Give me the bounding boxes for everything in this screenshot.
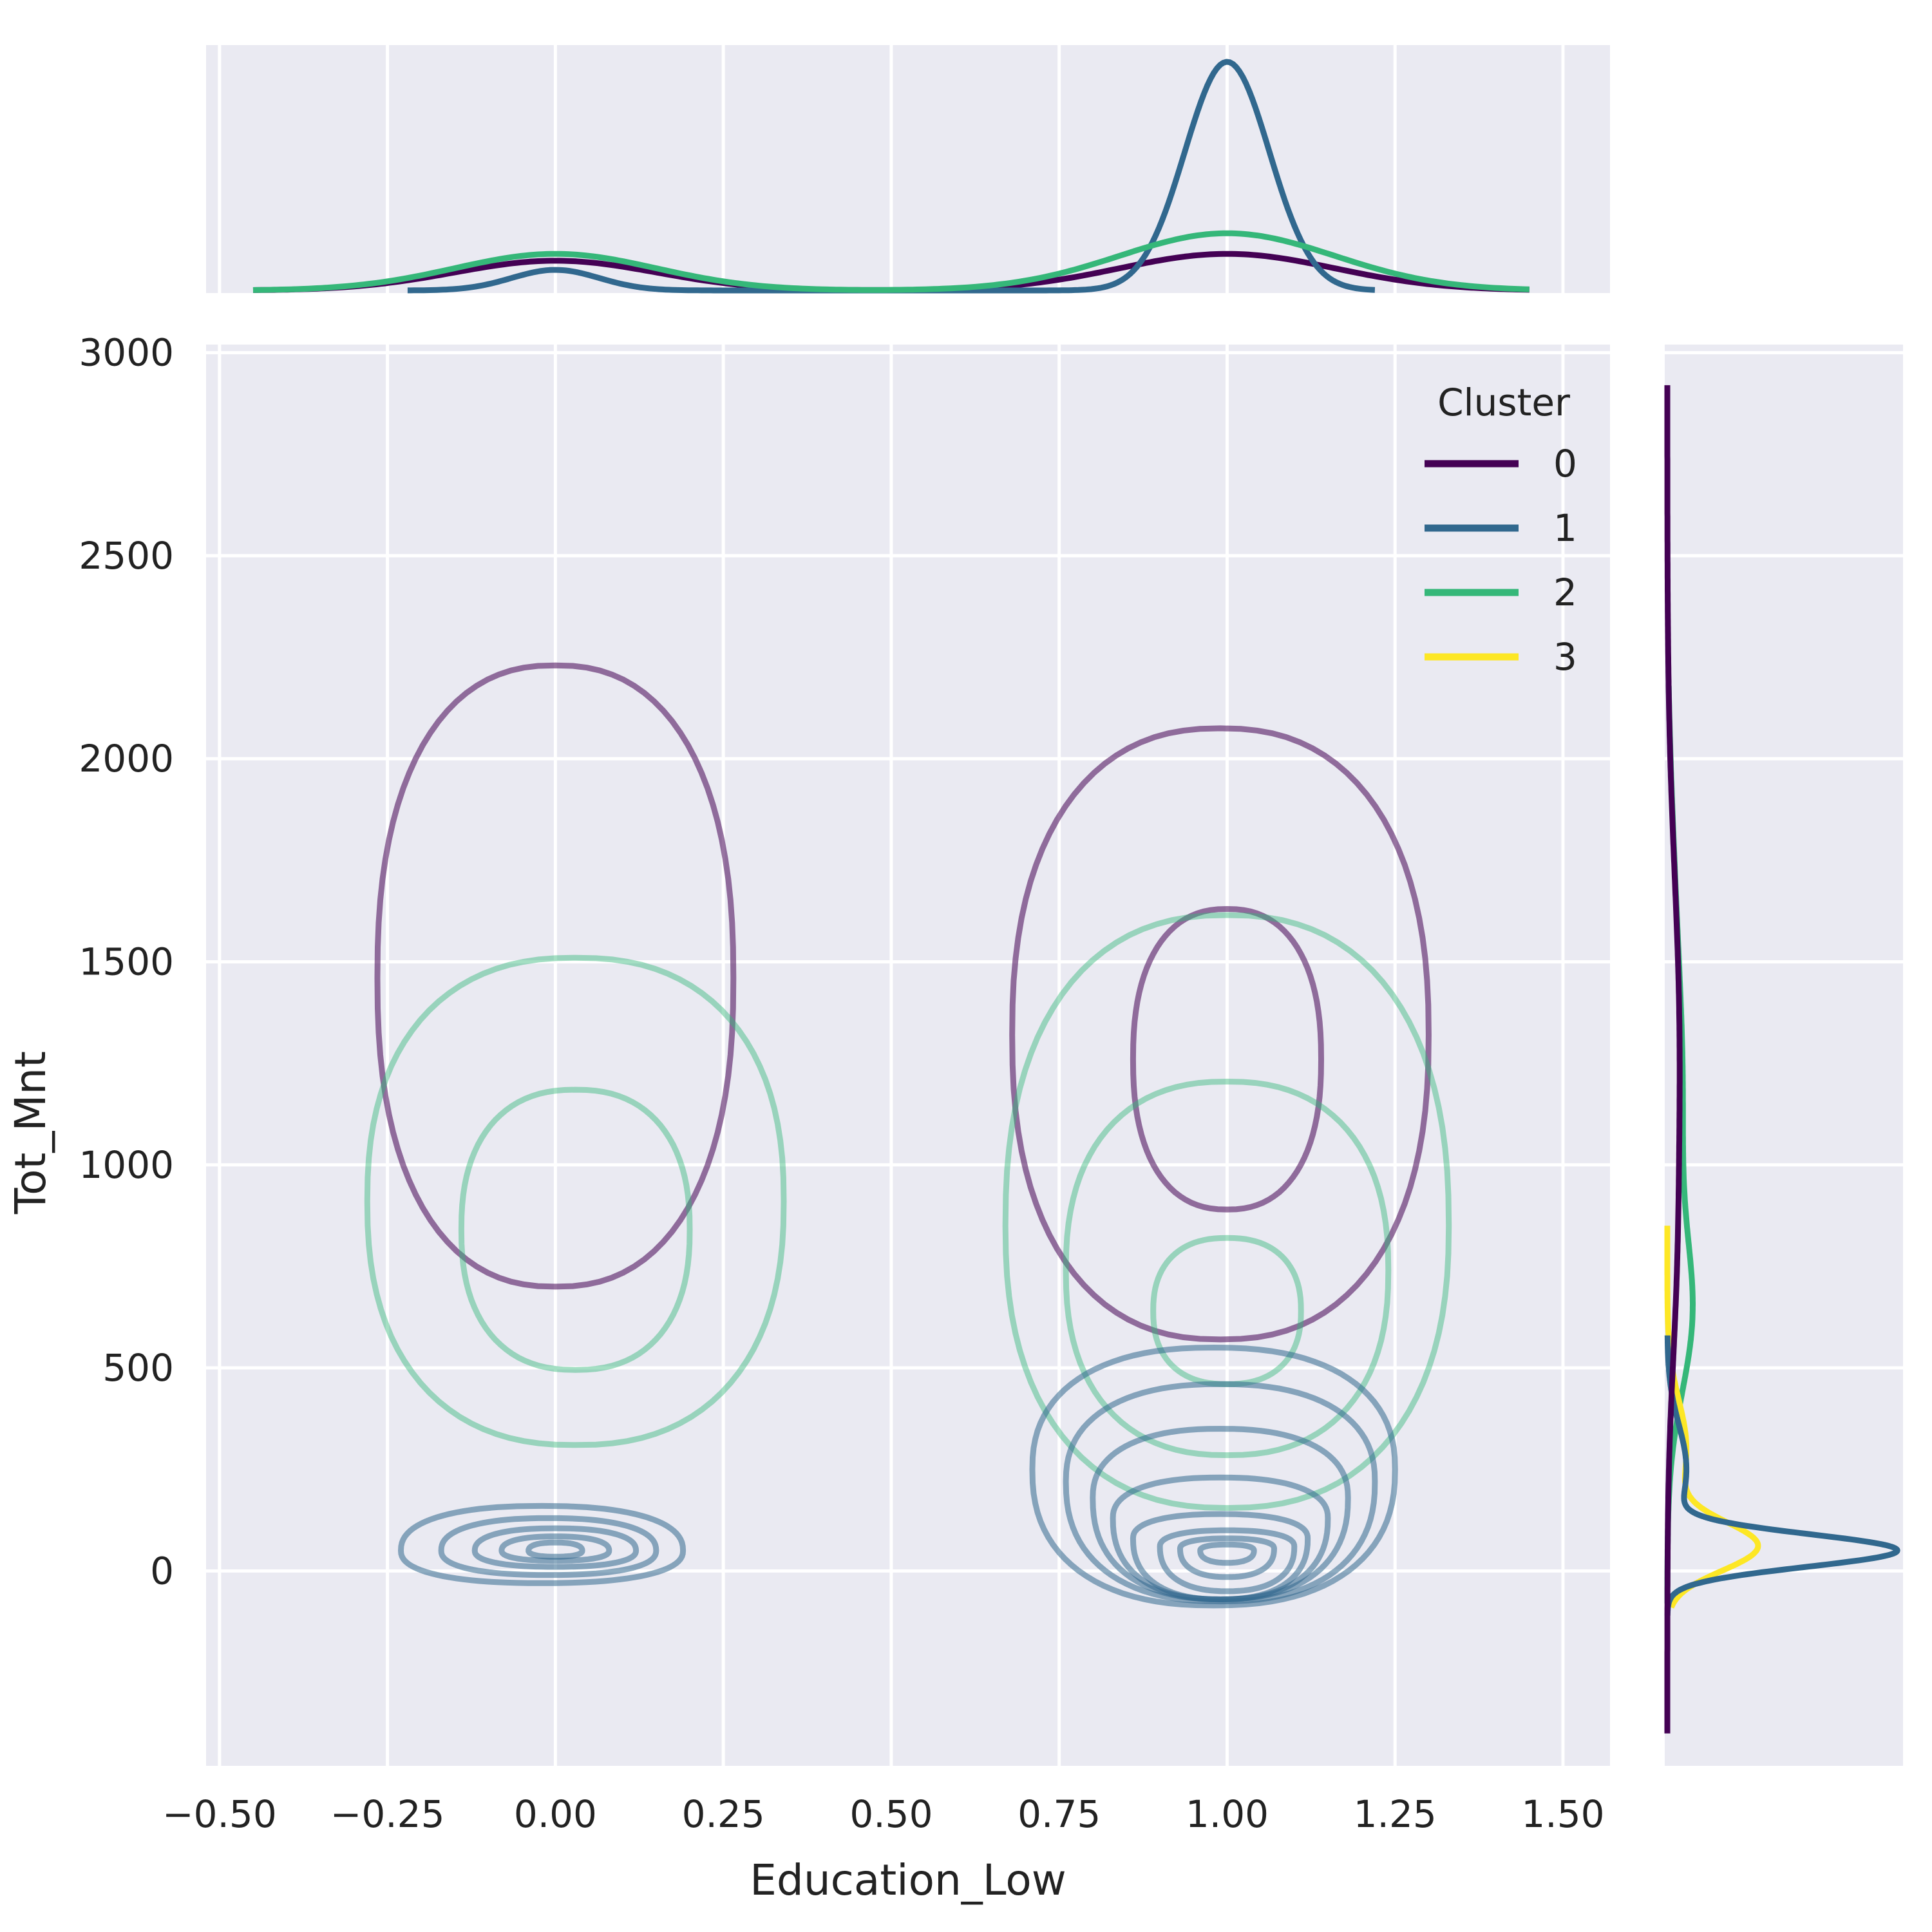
y-tick-label: 1500 — [79, 940, 174, 983]
x-tick-labels: −0.50 −0.25 0.00 0.25 0.50 0.75 1.00 1.25 1.50 — [162, 1792, 1605, 1836]
y-tick-labels: 0 500 1000 1500 2000 2500 3000 — [79, 331, 174, 1593]
legend-item-0: 0 — [1425, 442, 1577, 486]
kde-contour-cluster-1 — [1063, 1381, 1378, 1605]
kde-contour-cluster-0 — [1009, 725, 1432, 1343]
kde-contour-cluster-1 — [498, 1533, 612, 1564]
kde-contours — [364, 662, 1452, 1609]
y-tick-label: 0 — [150, 1549, 174, 1593]
kde-contour-cluster-1 — [526, 1539, 585, 1560]
kde-contour-cluster-2 — [458, 1086, 693, 1373]
joint-background — [206, 345, 1610, 1766]
legend-label: 2 — [1553, 571, 1577, 614]
x-marginal-curves — [252, 59, 1530, 294]
y-marginal-curves — [1664, 385, 1900, 1734]
x-tick-label: 1.00 — [1186, 1792, 1269, 1836]
x-tick-label: 1.25 — [1354, 1792, 1437, 1836]
x-marginal-panel — [206, 45, 1610, 294]
kde-contour-cluster-1 — [397, 1502, 687, 1586]
x-tick-label: 1.50 — [1521, 1792, 1604, 1836]
kde-contour-cluster-1 — [1197, 1541, 1257, 1566]
x-tick-label: −0.50 — [162, 1792, 277, 1836]
y-marginal-panel — [1664, 345, 1903, 1766]
legend-items: 0 1 2 3 — [1425, 442, 1577, 679]
x-tick-label: 0.50 — [849, 1792, 933, 1836]
x-tick-label: 0.25 — [682, 1792, 765, 1836]
legend: Cluster 0 1 2 3 — [1425, 381, 1577, 679]
y-marginal-density-cluster-3 — [1664, 1224, 1761, 1610]
legend-item-2: 2 — [1425, 571, 1577, 614]
x-tick-label: 0.75 — [1018, 1792, 1101, 1836]
y-tick-label: 3000 — [79, 331, 174, 375]
y-tick-label: 2500 — [79, 534, 174, 578]
x-marginal-density-cluster-2 — [252, 230, 1530, 293]
y-tick-label: 1000 — [79, 1143, 174, 1187]
kde-contour-cluster-1 — [1029, 1344, 1398, 1609]
legend-item-3: 3 — [1425, 635, 1577, 679]
kde-contour-cluster-2 — [1002, 912, 1452, 1511]
y-tick-label: 500 — [102, 1346, 174, 1390]
kde-contour-cluster-2 — [1150, 1235, 1304, 1387]
kde-contour-cluster-1 — [1130, 1511, 1311, 1603]
y-marginal-density-cluster-0 — [1664, 385, 1683, 1734]
x-tick-label: −0.25 — [330, 1792, 445, 1836]
legend-label: 3 — [1553, 635, 1577, 679]
y-marginal-grid — [1665, 351, 1903, 1573]
kde-contour-cluster-1 — [1177, 1535, 1278, 1580]
legend-title: Cluster — [1437, 381, 1570, 424]
kde-contour-cluster-2 — [1063, 1078, 1392, 1459]
x-axis-label: Education_Low — [750, 1855, 1066, 1905]
kde-contour-cluster-1 — [471, 1525, 639, 1570]
kde-contour-cluster-1 — [1157, 1527, 1298, 1595]
kde-contour-cluster-0 — [1130, 905, 1325, 1213]
legend-item-1: 1 — [1425, 506, 1577, 550]
kde-contour-cluster-0 — [374, 662, 737, 1290]
joint-panel: −0.50 −0.25 0.00 0.25 0.50 0.75 1.00 1.25 1.50 0… — [6, 331, 1610, 1905]
x-tick-label: 0.00 — [514, 1792, 597, 1836]
y-marginal-background — [1665, 345, 1903, 1766]
legend-label: 1 — [1553, 506, 1577, 550]
legend-label: 0 — [1553, 442, 1577, 486]
y-tick-label: 2000 — [79, 737, 174, 781]
kde-contour-cluster-1 — [438, 1515, 659, 1578]
x-marginal-background — [206, 45, 1610, 293]
kde-contour-cluster-2 — [364, 954, 787, 1448]
y-axis-label: Tot_Mnt — [6, 1051, 55, 1215]
